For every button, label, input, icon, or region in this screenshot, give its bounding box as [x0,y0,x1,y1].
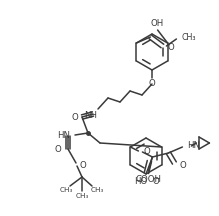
Text: O: O [72,113,78,121]
Text: O: O [179,160,186,170]
Text: NH: NH [85,111,97,121]
Text: O: O [54,145,61,154]
Text: OH: OH [151,19,164,29]
Text: CH₃: CH₃ [90,187,104,193]
Text: HN: HN [187,140,200,149]
Text: CH₃: CH₃ [59,187,73,193]
Text: HO: HO [134,176,147,186]
Text: HN: HN [57,130,70,140]
Text: O: O [167,43,174,51]
Text: CH₃: CH₃ [181,32,196,41]
Text: O: O [79,160,86,170]
Text: O: O [143,148,150,157]
Text: O: O [152,176,159,186]
Text: O: O [149,79,155,89]
Text: CH₃: CH₃ [75,193,89,199]
Text: COOH: COOH [135,175,161,184]
